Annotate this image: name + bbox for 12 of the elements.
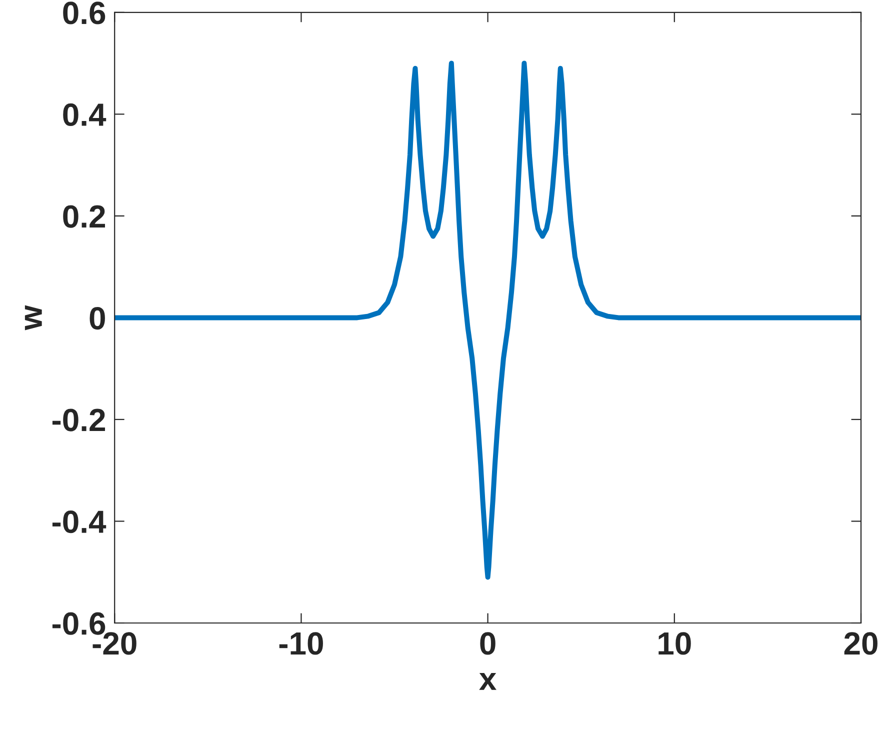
x-axis-title: x (479, 672, 496, 690)
x-tick-label: 20 (844, 632, 878, 655)
y-tick-label: 0.6 (63, 2, 106, 24)
y-tick-label: 0.4 (63, 103, 106, 126)
y-tick-label: -0.2 (52, 408, 105, 432)
x-tick-label: -10 (279, 632, 323, 655)
y-tick-label: 0.2 (63, 205, 105, 228)
x-tick-label: 0 (480, 632, 496, 655)
y-axis-title: w (24, 305, 42, 330)
x-tick-label: 10 (658, 632, 691, 655)
y-tick-label: -0.4 (52, 510, 106, 534)
y-tick-label: 0 (90, 306, 105, 330)
